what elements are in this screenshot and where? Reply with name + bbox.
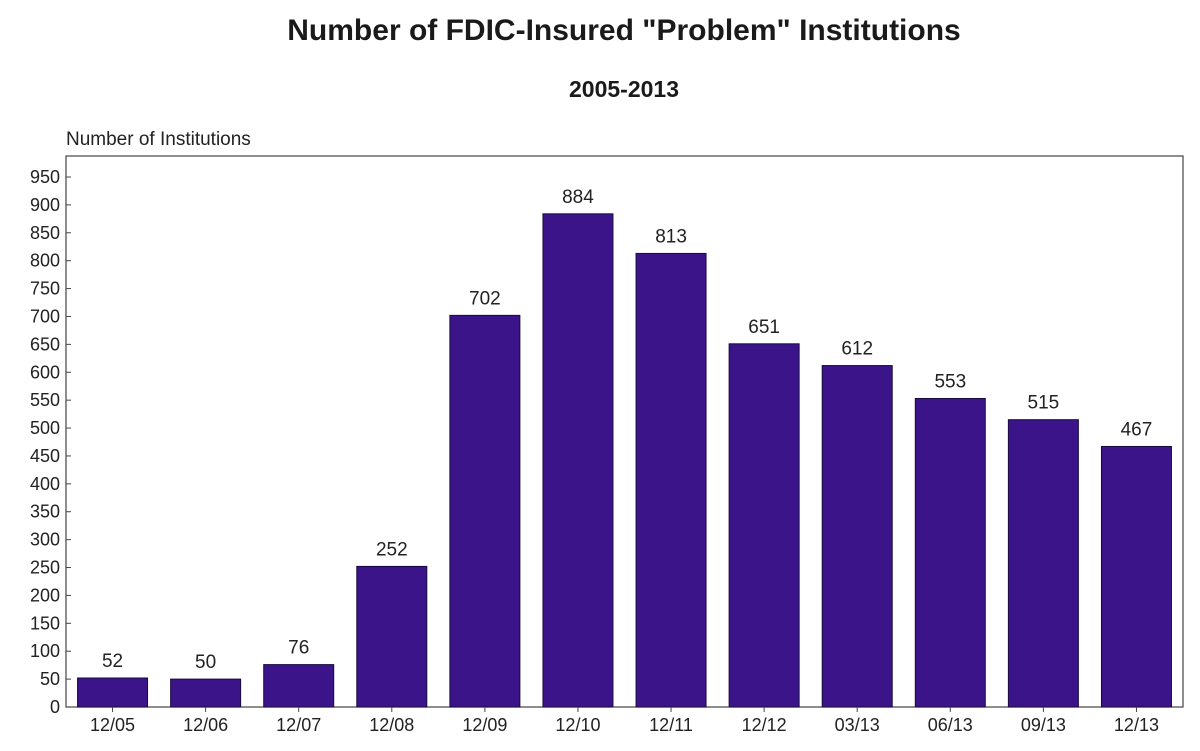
plot-frame xyxy=(65,155,1184,708)
bar-12-09 xyxy=(449,314,521,708)
x-tick-label: 12/13 xyxy=(1114,715,1159,735)
x-tick-label: 12/06 xyxy=(183,715,228,735)
bar-12-05 xyxy=(77,677,149,708)
data-label: 52 xyxy=(102,651,123,672)
y-tick-label: 0 xyxy=(50,697,60,717)
y-axis-label: Number of Institutions xyxy=(66,129,251,150)
bar-06-13 xyxy=(914,397,986,708)
y-tick-label: 300 xyxy=(30,530,60,550)
data-label: 702 xyxy=(469,288,501,309)
data-label: 50 xyxy=(195,652,216,673)
bar-12-11 xyxy=(635,252,707,708)
y-tick-label: 800 xyxy=(30,251,60,271)
x-tick-label: 12/08 xyxy=(369,715,414,735)
bar-12-13 xyxy=(1100,445,1172,708)
x-tick-label: 12/05 xyxy=(90,715,135,735)
y-tick-label: 50 xyxy=(40,669,60,689)
bar-12-06 xyxy=(170,678,242,708)
x-tick-label: 12/11 xyxy=(649,715,693,735)
data-label: 467 xyxy=(1121,419,1153,440)
y-tick-label: 900 xyxy=(30,195,60,215)
y-tick-label: 200 xyxy=(30,585,60,605)
data-label: 612 xyxy=(841,339,873,360)
y-tick-label: 750 xyxy=(30,279,60,299)
y-tick-label: 700 xyxy=(30,306,60,326)
x-axis: 12/05 12/06 12/07 12/08 12/09 12/10 12/11 12/12… xyxy=(90,707,1159,735)
y-tick-label: 400 xyxy=(30,474,60,494)
bar-12-10 xyxy=(542,213,614,708)
bar-03-13 xyxy=(821,365,893,708)
data-label: 515 xyxy=(1028,393,1060,414)
y-tick-label: 250 xyxy=(30,558,60,578)
x-tick-label: 12/10 xyxy=(555,715,600,735)
x-tick-label: 09/13 xyxy=(1021,715,1066,735)
chart-title: Number of FDIC-Insured "Problem" Institu… xyxy=(287,14,961,47)
y-tick-label: 550 xyxy=(30,390,60,410)
y-tick-label: 850 xyxy=(30,223,60,243)
y-tick-label: 450 xyxy=(30,446,60,466)
data-label: 813 xyxy=(655,226,687,247)
data-label: 76 xyxy=(288,638,309,659)
data-label: 553 xyxy=(934,371,966,392)
bar-12-07 xyxy=(263,664,335,708)
y-tick-label: 650 xyxy=(30,334,60,354)
y-tick-label: 150 xyxy=(30,613,60,633)
y-tick-label: 600 xyxy=(30,362,60,382)
chart-subtitle: 2005-2013 xyxy=(569,76,679,102)
x-tick-label: 12/09 xyxy=(462,715,507,735)
y-axis: 0 50 100 150 200 250 300 350 400 450 500 550 600 650 7… xyxy=(30,167,71,717)
y-tick-label: 950 xyxy=(30,167,60,187)
y-tick-label: 100 xyxy=(30,641,60,661)
data-label: 651 xyxy=(748,317,780,338)
x-tick-label: 06/13 xyxy=(928,715,973,735)
x-tick-label: 12/07 xyxy=(276,715,321,735)
bars-group: 52 50 76 252 702 884 813 651 612 553 515 467 xyxy=(77,187,1172,708)
data-label: 884 xyxy=(562,187,594,208)
x-tick-label: 03/13 xyxy=(835,715,880,735)
y-tick-label: 350 xyxy=(30,502,60,522)
bar-12-12 xyxy=(728,343,800,708)
x-tick-label: 12/12 xyxy=(742,715,787,735)
bar-09-13 xyxy=(1007,419,1079,708)
data-label: 252 xyxy=(376,539,408,560)
bar-12-08 xyxy=(356,565,428,708)
y-tick-label: 500 xyxy=(30,418,60,438)
